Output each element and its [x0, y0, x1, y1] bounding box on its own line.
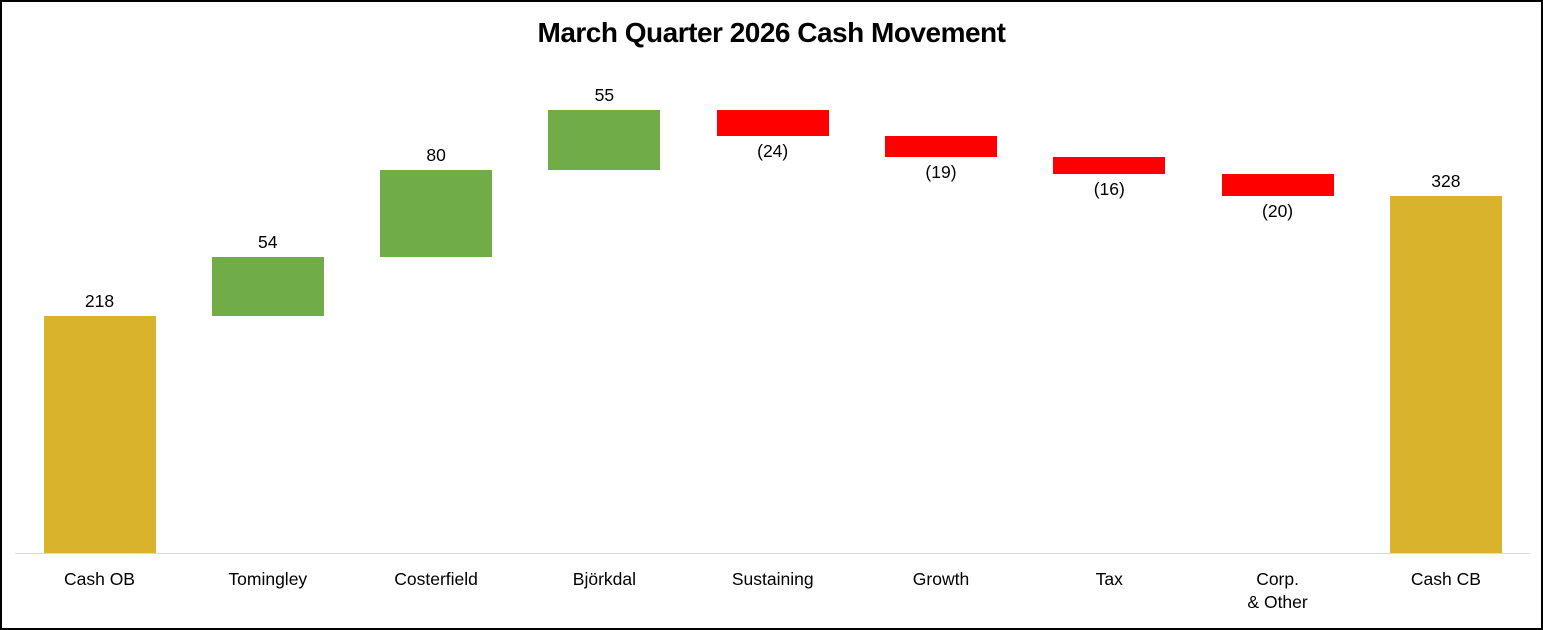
waterfall-bar-growth — [885, 136, 997, 157]
waterfall-bar-costerfield — [380, 170, 493, 258]
category-label-cash-cb: Cash CB — [1410, 569, 1481, 589]
waterfall-bar-corp-other — [1221, 174, 1334, 197]
waterfall-bar-bj-rkdal — [548, 110, 661, 170]
category-label-corp-other: Corp. & Other — [1247, 569, 1308, 612]
chart-title: March Quarter 2026 Cash Movement — [537, 17, 1006, 48]
category-label-costerfield: Costerfield — [394, 569, 478, 589]
waterfall-bar-tomingley — [211, 257, 324, 316]
value-label-growth: (19) — [925, 161, 957, 182]
value-label-corp-other: (20) — [1262, 201, 1294, 222]
category-label-cash-ob: Cash OB — [63, 569, 135, 589]
category-label-tax: Tax — [1095, 569, 1123, 589]
waterfall-bar-cash-cb — [1389, 196, 1502, 553]
waterfall-bar-cash-ob — [43, 315, 156, 553]
value-label-bj-rkdal: 55 — [594, 85, 615, 106]
value-label-cash-cb: 328 — [1431, 171, 1461, 192]
waterfall-bar-tax — [1053, 156, 1166, 175]
value-label-cash-ob: 218 — [84, 290, 115, 311]
value-label-costerfield: 80 — [426, 145, 446, 166]
category-label-bj-rkdal: Björkdal — [572, 569, 637, 589]
value-label-tomingley: 54 — [258, 232, 278, 253]
value-label-tax: (16) — [1093, 179, 1125, 200]
value-label-sustaining: (24) — [757, 141, 789, 162]
category-label-sustaining: Sustaining — [731, 569, 814, 589]
category-label-tomingley: Tomingley — [228, 569, 308, 589]
waterfall-bar-sustaining — [716, 110, 829, 137]
category-label-growth: Growth — [912, 569, 970, 589]
x-axis-line — [15, 553, 1530, 554]
